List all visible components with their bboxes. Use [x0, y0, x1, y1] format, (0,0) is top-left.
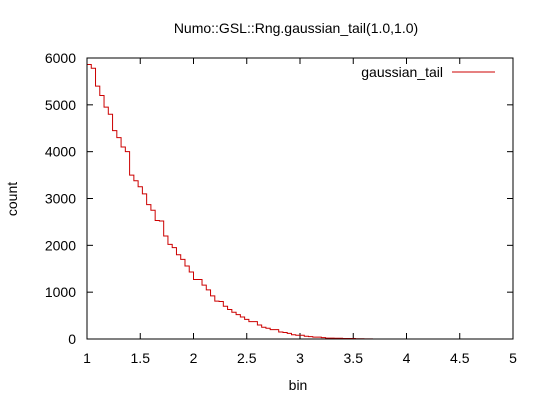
- x-axis-ticks: 1 1.5 2 2.5 3 3.5 4 4.5 5: [83, 58, 517, 366]
- y-tick-label: 6000: [45, 50, 76, 66]
- x-tick-label: 4.5: [450, 350, 470, 366]
- y-tick-label: 5000: [45, 97, 76, 113]
- y-tick-label: 1000: [45, 284, 76, 300]
- y-axis-label: count: [4, 182, 20, 216]
- x-tick-label: 5: [509, 350, 517, 366]
- x-tick-label: 2.5: [237, 350, 257, 366]
- x-tick-label: 3.5: [344, 350, 364, 366]
- y-axis-ticks: 0 1000 2000 3000 4000 5000 6000: [45, 50, 513, 347]
- y-tick-label: 4000: [45, 144, 76, 160]
- legend: gaussian_tail: [361, 64, 495, 80]
- x-tick-label: 1.5: [131, 350, 151, 366]
- x-tick-label: 1: [83, 350, 91, 366]
- x-tick-label: 2: [190, 350, 198, 366]
- x-tick-label: 4: [403, 350, 411, 366]
- series-line-gaussian_tail: [87, 64, 381, 340]
- y-tick-label: 0: [68, 331, 76, 347]
- x-axis-label: bin: [289, 377, 308, 393]
- y-tick-label: 3000: [45, 191, 76, 207]
- series-layer: [87, 64, 381, 340]
- chart-title: Numo::GSL::Rng.gaussian_tail(1.0,1.0): [174, 20, 418, 36]
- legend-label: gaussian_tail: [361, 64, 443, 80]
- y-tick-label: 2000: [45, 237, 76, 253]
- x-tick-label: 3: [296, 350, 304, 366]
- plot-frame: [86, 57, 514, 340]
